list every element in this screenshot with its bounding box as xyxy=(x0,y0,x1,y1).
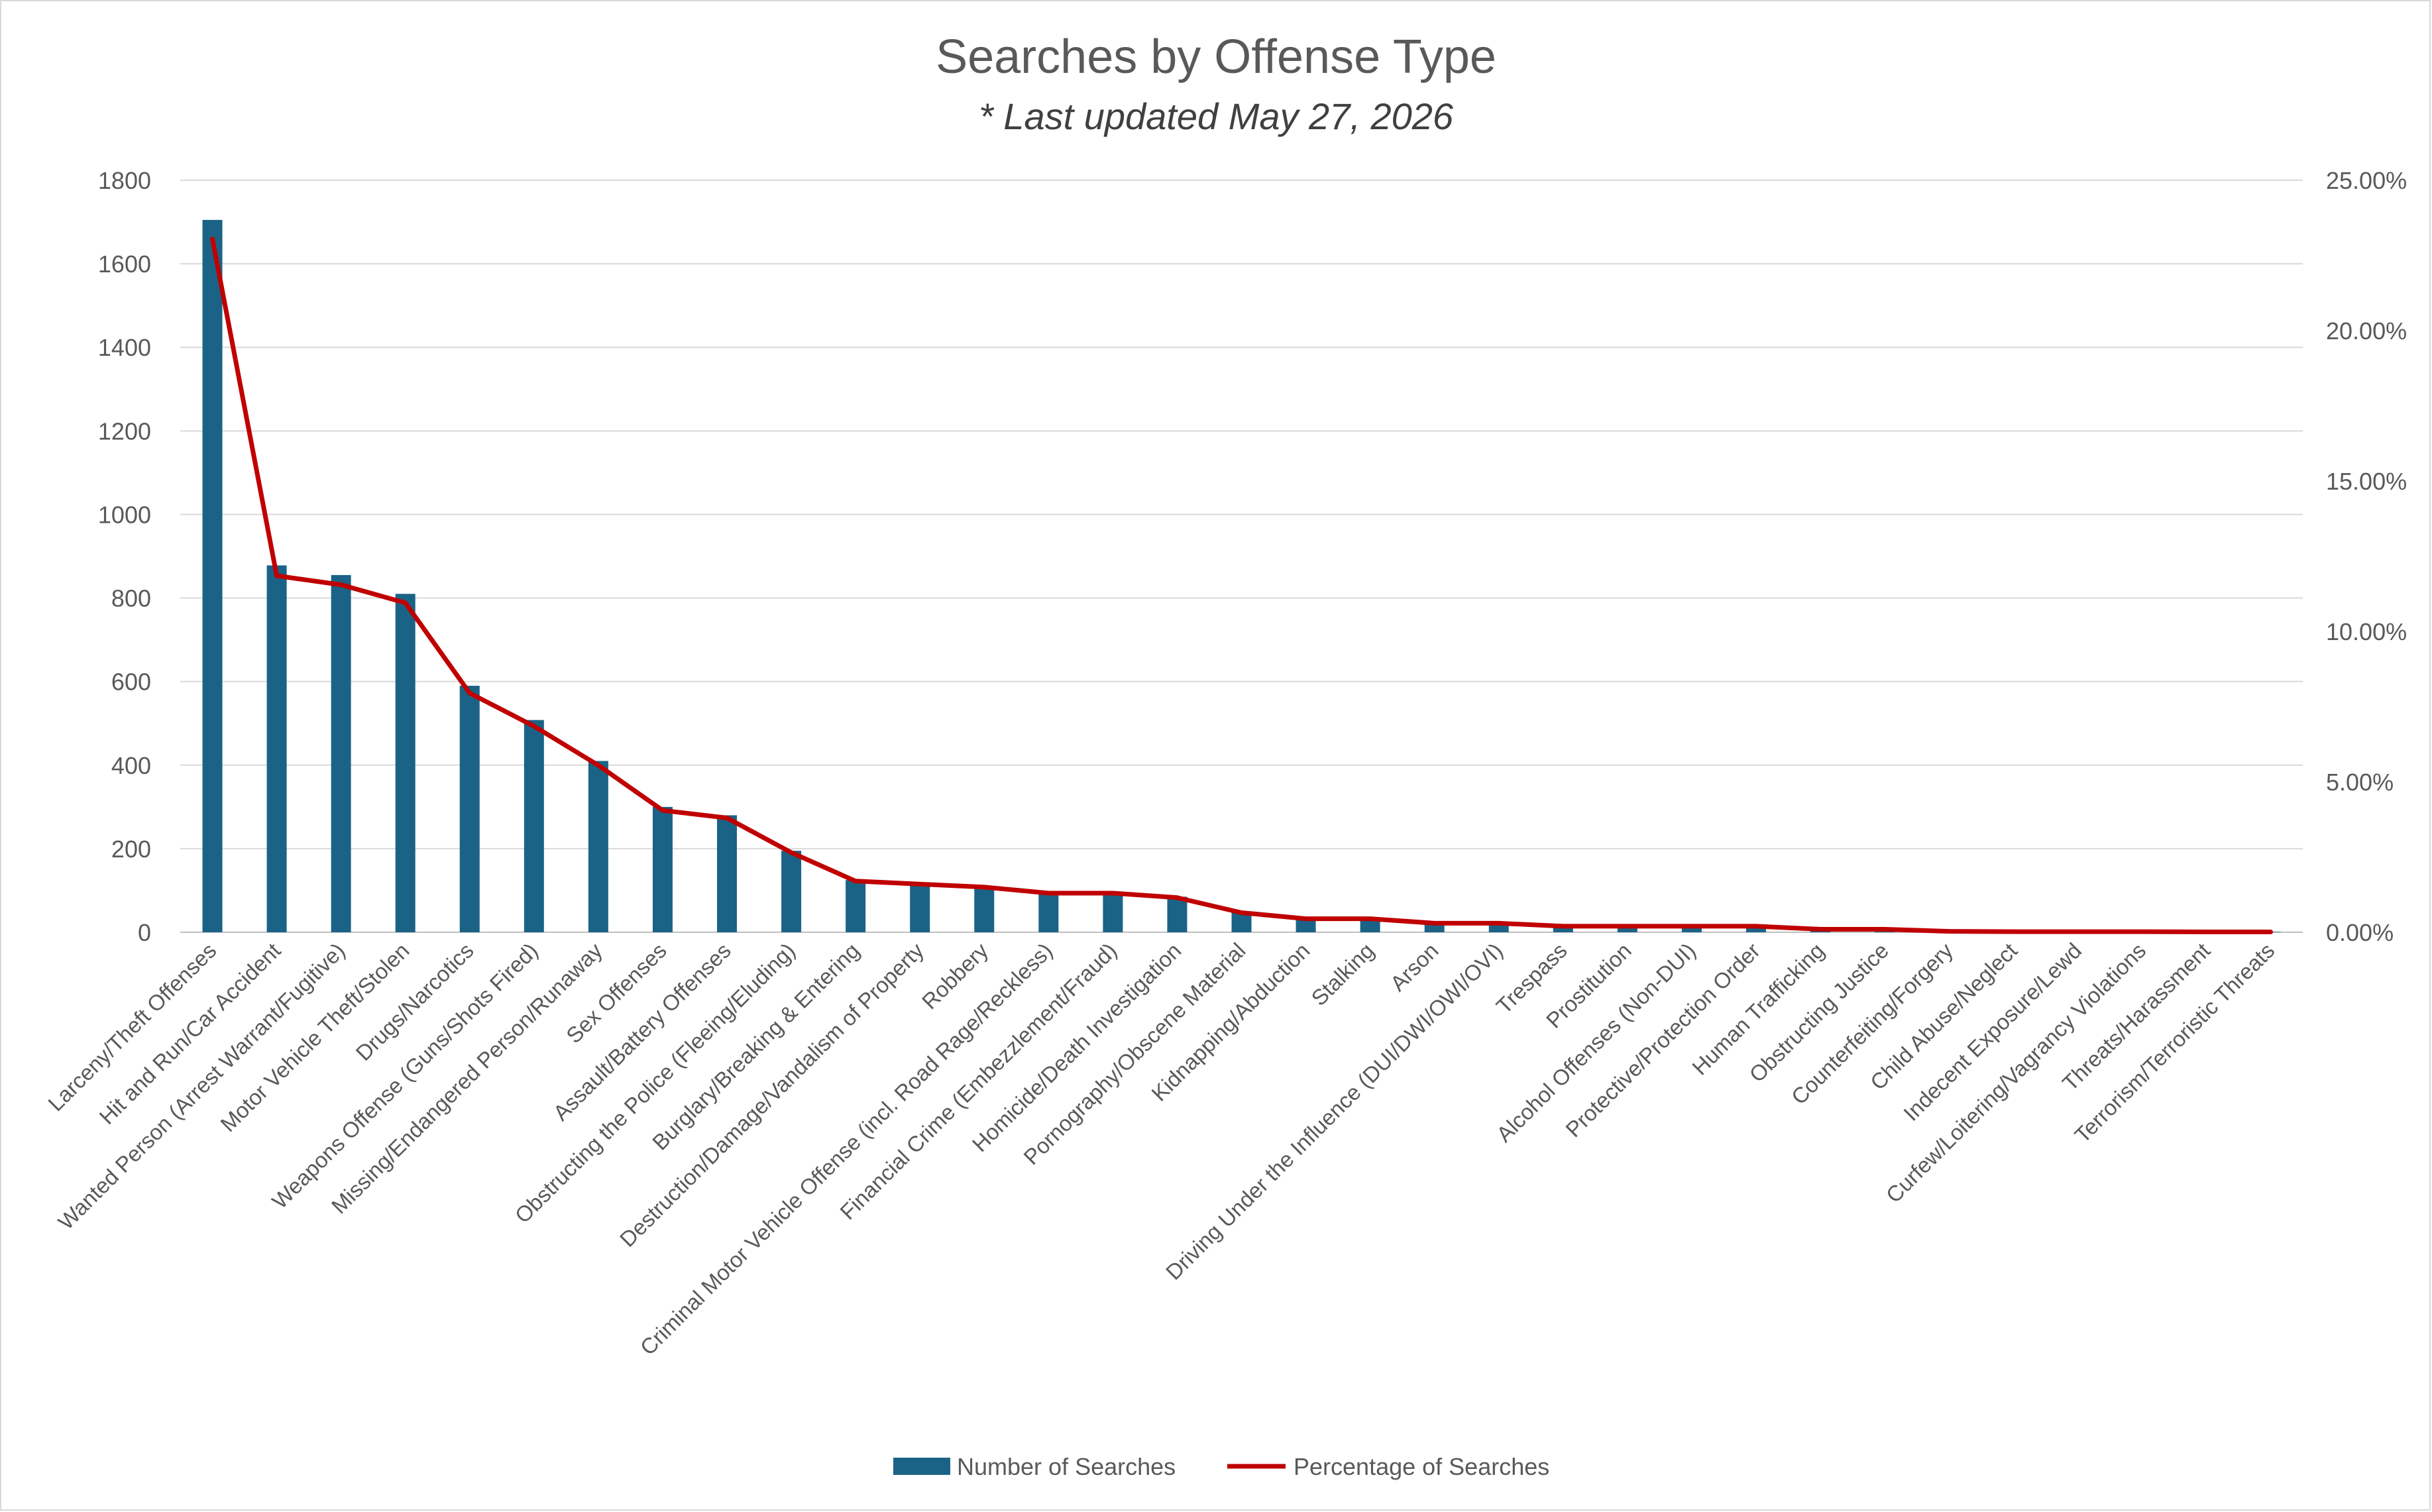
bar xyxy=(202,219,223,932)
bar-series xyxy=(202,219,2281,932)
bar xyxy=(588,761,608,932)
category-label: Arson xyxy=(1386,938,1443,996)
left-tick-label: 1600 xyxy=(98,250,151,278)
legend-label-line: Percentage of Searches xyxy=(1294,1453,1549,1480)
bar xyxy=(1745,926,1766,932)
bar xyxy=(524,720,544,932)
right-tick-label: 15.00% xyxy=(2326,468,2407,495)
bar xyxy=(1167,896,1188,932)
left-tick-label: 200 xyxy=(111,836,151,863)
left-tick-label: 1400 xyxy=(98,334,151,361)
legend-swatch-bars xyxy=(893,1458,950,1475)
right-tick-label: 0.00% xyxy=(2326,919,2394,946)
category-label: Criminal Motor Vehicle Offense (incl. Ro… xyxy=(636,938,1058,1360)
left-tick-label: 1200 xyxy=(98,417,151,445)
bar xyxy=(846,880,866,932)
left-tick-label: 1000 xyxy=(98,501,151,528)
line-series xyxy=(210,237,2273,934)
bar xyxy=(459,685,480,932)
bar xyxy=(652,806,673,932)
percentage-line xyxy=(210,237,2273,934)
legend-label-bars: Number of Searches xyxy=(957,1453,1176,1480)
bar xyxy=(1681,926,1702,932)
chart-subtitle: * Last updated May 27, 2026 xyxy=(979,95,1454,137)
right-tick-label: 20.00% xyxy=(2326,317,2407,345)
left-tick-label: 0 xyxy=(138,919,151,946)
category-label: Drugs/Narcotics xyxy=(351,938,478,1065)
bar xyxy=(331,574,351,932)
bar xyxy=(910,883,930,932)
bar xyxy=(1103,892,1123,932)
bar xyxy=(974,886,995,932)
category-label: Destruction/Damage/Vandalism of Property xyxy=(615,938,929,1252)
left-tick-label: 400 xyxy=(111,752,151,779)
left-tick-label: 800 xyxy=(111,585,151,612)
bar xyxy=(1038,892,1059,932)
bar xyxy=(1296,917,1316,932)
right-tick-label: 5.00% xyxy=(2326,769,2394,796)
bar xyxy=(1617,926,1637,932)
gridlines xyxy=(180,180,2303,933)
legend: Number of Searches Percentage of Searche… xyxy=(893,1453,1549,1480)
chart-title: Searches by Offense Type xyxy=(936,30,1496,83)
bar xyxy=(781,851,802,932)
right-axis-ticks: 0.00% 5.00% 10.00% 15.00% 20.00% 25.00% xyxy=(2326,167,2407,946)
left-tick-label: 1800 xyxy=(98,167,151,194)
right-tick-label: 25.00% xyxy=(2326,167,2407,194)
category-label: Stalking xyxy=(1306,938,1378,1010)
bar xyxy=(717,815,738,932)
bar xyxy=(1553,926,1573,932)
bar xyxy=(395,594,415,932)
right-tick-label: 10.00% xyxy=(2326,618,2407,645)
left-axis-ticks: 0 200 400 600 800 1000 1200 1400 1600 1800 xyxy=(98,167,151,946)
bar xyxy=(266,565,287,932)
left-tick-label: 600 xyxy=(111,669,151,696)
